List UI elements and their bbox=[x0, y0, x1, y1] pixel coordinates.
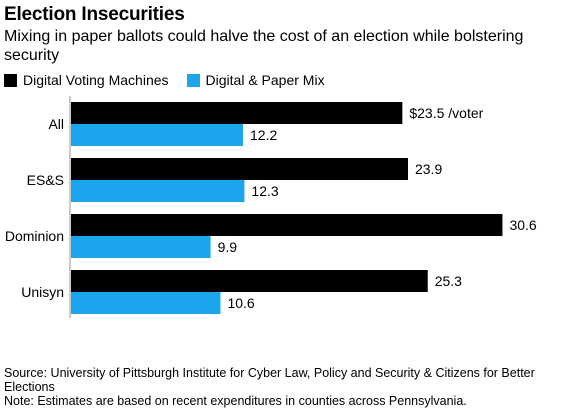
data-label-mix-es-s: 12.3 bbox=[251, 183, 278, 199]
legend-label-digital: Digital Voting Machines bbox=[23, 72, 169, 88]
estimate-note: Note: Estimates are based on recent expe… bbox=[4, 394, 467, 408]
category-label-all: All bbox=[48, 116, 64, 132]
legend-item-digital: Digital Voting Machines bbox=[4, 72, 169, 88]
data-label-mix-all: 12.2 bbox=[250, 127, 277, 143]
data-label-digital-dominion: 30.6 bbox=[509, 217, 536, 233]
legend: Digital Voting Machines Digital & Paper … bbox=[4, 72, 343, 88]
data-label-digital-all: $23.5 /voter bbox=[409, 105, 483, 121]
legend-item-mix: Digital & Paper Mix bbox=[186, 72, 325, 88]
category-label-dominion: Dominion bbox=[5, 228, 64, 244]
bar-digital-unisyn bbox=[71, 270, 428, 292]
bar-mix-all bbox=[71, 124, 244, 146]
data-label-mix-dominion: 9.9 bbox=[218, 239, 238, 255]
data-label-digital-unisyn: 25.3 bbox=[435, 273, 462, 289]
bar-mix-unisyn bbox=[71, 292, 221, 314]
chart-subtitle: Mixing in paper ballots could halve the … bbox=[4, 28, 524, 64]
bar-digital-all bbox=[71, 102, 403, 124]
legend-swatch-digital bbox=[4, 73, 17, 87]
legend-label-mix: Digital & Paper Mix bbox=[205, 72, 325, 88]
bar-digital-es-s bbox=[71, 158, 408, 180]
legend-swatch-mix bbox=[186, 73, 200, 87]
category-label-es-s: ES&S bbox=[27, 172, 64, 188]
bar-mix-dominion bbox=[71, 236, 211, 258]
source-note: Source: University of Pittsburgh Institu… bbox=[4, 366, 535, 394]
chart-footer: Source: University of Pittsburgh Institu… bbox=[4, 366, 582, 408]
data-label-digital-es-s: 23.9 bbox=[415, 161, 442, 177]
data-label-mix-unisyn: 10.6 bbox=[227, 295, 254, 311]
bar-digital-dominion bbox=[71, 214, 503, 236]
category-label-unisyn: Unisyn bbox=[21, 284, 64, 300]
bar-chart: All $23.5 /voter 12.2 ES&S 23.9 12.3 Dominion 3… bbox=[5, 96, 537, 318]
chart-title: Election Insecurities bbox=[4, 4, 185, 25]
bar-mix-es-s bbox=[71, 180, 245, 202]
